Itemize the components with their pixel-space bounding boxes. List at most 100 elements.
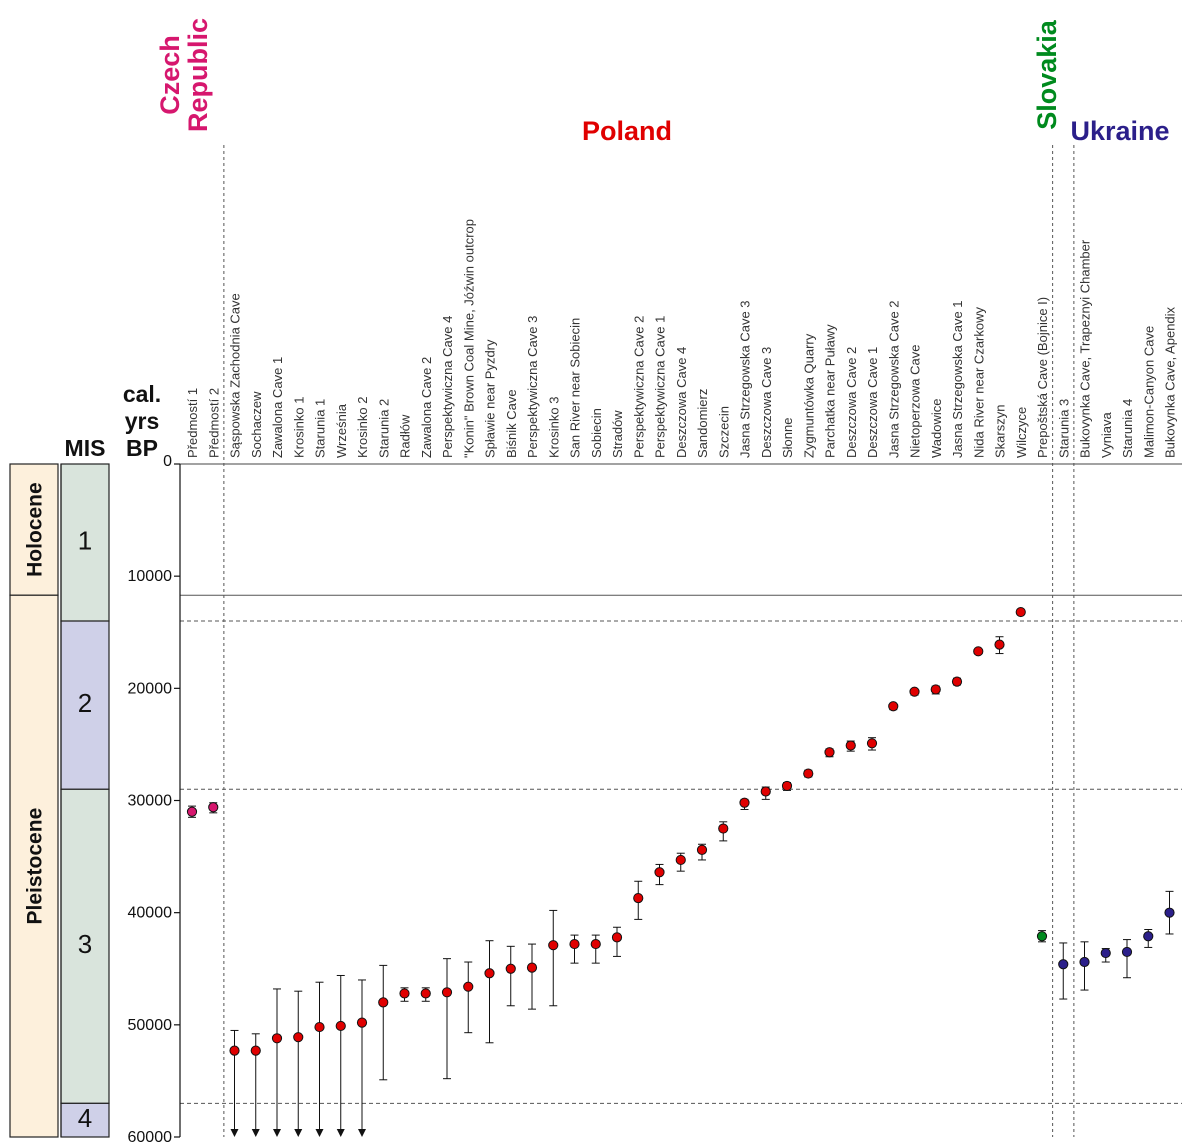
site-label: Perspektywiczna Cave 1 <box>653 316 668 458</box>
data-point <box>888 701 899 712</box>
site-label: Perspektywiczna Cave 3 <box>525 316 540 458</box>
site-label: Parchatka near Puławy <box>823 324 838 458</box>
data-point <box>569 938 580 950</box>
site-label: Vyniava <box>1099 411 1114 458</box>
data-point <box>420 988 431 999</box>
data-point <box>441 987 453 998</box>
country-label: Republic <box>183 18 213 132</box>
y-tick-label: 10000 <box>128 568 173 585</box>
min-age-arrow <box>273 1129 281 1137</box>
y-axis-title: BP <box>126 435 158 461</box>
data-point <box>951 676 963 687</box>
site-label: Skarszyn <box>993 405 1008 458</box>
data-point <box>335 1020 346 1032</box>
site-label: Malimon-Canyon Cave <box>1141 326 1156 458</box>
data-point <box>633 892 644 904</box>
data-point <box>1036 931 1048 942</box>
site-label: Radłów <box>398 414 413 458</box>
data-point <box>590 938 601 950</box>
data-point <box>909 686 920 697</box>
grid-layer <box>180 145 1182 1137</box>
mis-stage-label: 4 <box>78 1103 92 1133</box>
mis-band <box>60 620 110 790</box>
y-tick-label: 40000 <box>128 905 173 922</box>
site-label: Deszczowa Cave 4 <box>674 347 689 458</box>
site-label: Nietoperzowa Cave <box>908 345 923 458</box>
data-point <box>1015 606 1026 618</box>
site-label: Zawalona Cave 1 <box>270 357 285 458</box>
site-label: Nida River near Czarkowy <box>971 307 986 458</box>
site-label: Starunia 2 <box>376 399 391 458</box>
site-label: Jasna Strzegowska Cave 2 <box>886 300 901 458</box>
site-label: Starunia 3 <box>1056 399 1071 458</box>
data-point <box>696 844 708 855</box>
data-mark-layer <box>186 606 1175 1137</box>
data-point <box>718 823 729 834</box>
site-label: Jasna Strzegowska Cave 3 <box>738 300 753 458</box>
data-point <box>1121 946 1133 958</box>
data-point <box>1100 947 1111 959</box>
min-age-arrow <box>230 1129 239 1137</box>
data-point <box>484 968 495 979</box>
site-label: Zygmuntówka Quarry <box>801 333 816 458</box>
country-label: Czech <box>155 35 185 115</box>
site-label: San River near Sobiecin <box>568 318 583 458</box>
mis-band <box>60 463 110 622</box>
site-label: Sobiecin <box>589 408 604 458</box>
data-point <box>548 940 559 951</box>
mis-stage-label: 3 <box>78 929 92 959</box>
data-point <box>1143 931 1154 942</box>
epoch-band <box>9 594 59 1138</box>
min-age-arrow <box>315 1129 324 1137</box>
site-label: Słonne <box>780 418 795 458</box>
data-point <box>845 740 856 751</box>
site-label: Perspektywiczna Cave 4 <box>440 316 455 458</box>
site-label: Krosinko 2 <box>355 397 370 458</box>
y-tick-label: 0 <box>163 453 172 470</box>
site-label: Sochaczew <box>249 391 264 458</box>
site-label: Prepoštská Cave (Bojnice I) <box>1035 297 1050 458</box>
data-point <box>1079 956 1090 968</box>
site-label: Krosinko 1 <box>291 397 306 458</box>
site-label: Zawalona Cave 2 <box>419 357 434 458</box>
data-point <box>293 1032 304 1043</box>
site-label: Sąspowska Zachodnia Cave <box>228 293 243 458</box>
epoch-label: Holocene <box>24 482 47 577</box>
y-tick-label: 50000 <box>128 1017 173 1034</box>
y-axis-title: yrs <box>125 408 160 434</box>
site-label: Września <box>334 403 349 458</box>
data-point <box>1164 907 1175 918</box>
site-label: Bukovynka Cave, Apendix <box>1163 306 1178 458</box>
site-label: Jasna Strzegowska Cave 1 <box>950 300 965 458</box>
min-age-arrow <box>358 1129 366 1137</box>
data-point <box>973 646 984 657</box>
country-label: Slovakia <box>1032 19 1062 130</box>
epoch-label: Pleistocene <box>24 808 47 925</box>
data-point <box>463 981 474 992</box>
site-label: Szczecin <box>716 406 731 458</box>
site-label: Deszczowa Cave 1 <box>865 347 880 458</box>
data-point <box>399 988 410 999</box>
site-label: Starunia 1 <box>313 399 328 458</box>
data-point <box>186 806 198 817</box>
data-point <box>378 997 389 1008</box>
data-point <box>654 867 665 878</box>
min-age-arrow <box>294 1129 303 1137</box>
data-point <box>994 639 1005 650</box>
data-point <box>208 802 219 813</box>
y-tick-label: 60000 <box>128 1129 173 1146</box>
data-point <box>526 962 538 973</box>
data-point <box>760 786 771 797</box>
data-point <box>675 854 686 866</box>
data-point <box>1058 959 1069 970</box>
site-label: Předmostí 1 <box>185 388 200 458</box>
data-point <box>781 780 793 792</box>
mis-header: MIS <box>65 435 106 461</box>
site-label: Krosinko 3 <box>546 397 561 458</box>
site-label: Wilczyce <box>1014 407 1029 458</box>
min-age-arrow <box>336 1129 345 1137</box>
y-tick-label: 20000 <box>128 680 173 697</box>
min-age-arrow <box>251 1129 260 1137</box>
